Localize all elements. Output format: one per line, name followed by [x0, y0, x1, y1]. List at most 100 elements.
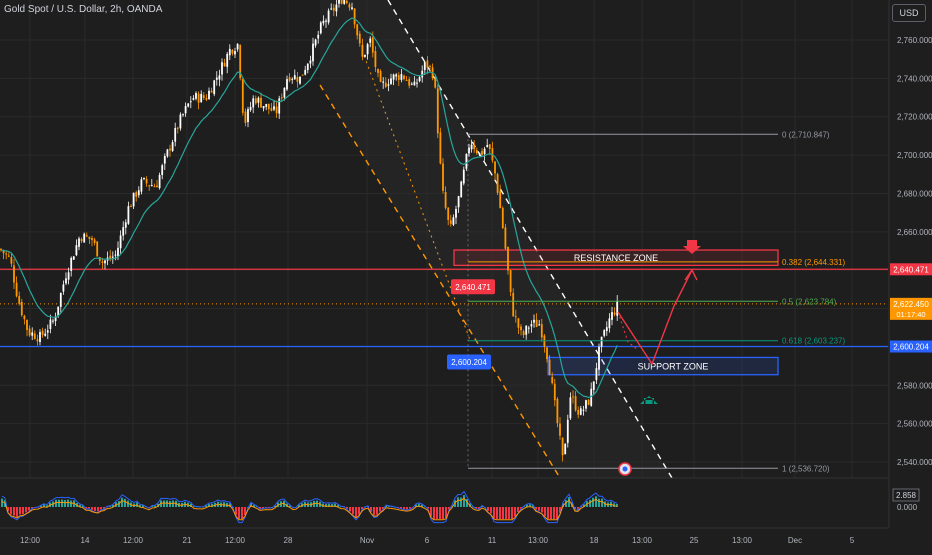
histogram-bar [361, 507, 363, 510]
candle-body [351, 7, 353, 10]
candle-body [262, 106, 265, 109]
candle-body [218, 75, 221, 80]
time-tick-label: 14 [81, 536, 90, 545]
candle-body [158, 174, 161, 189]
histogram-bar [400, 507, 402, 509]
histogram-bar [103, 507, 105, 509]
support-zone-label: SUPPORT ZONE [638, 362, 709, 372]
candle-body [23, 315, 26, 320]
candle-body [280, 97, 283, 99]
histogram-bar [22, 507, 24, 515]
histogram-bar [403, 507, 405, 509]
histogram-bar [64, 499, 66, 507]
histogram-bar [592, 497, 594, 507]
candle-body [239, 45, 242, 79]
up-arrow-icon [640, 396, 658, 404]
indicator-value-box [892, 488, 920, 502]
candle-body [564, 443, 567, 455]
candle-body [348, 4, 351, 8]
price-tick-label: 2,720.000 [897, 113, 932, 122]
time-tick-label: 12:00 [123, 536, 144, 545]
candle-body [265, 104, 268, 107]
currency-button[interactable]: USD [892, 4, 926, 22]
candle-body [387, 84, 390, 86]
candle-body [338, 0, 340, 4]
candle-body [481, 151, 483, 155]
histogram-bar [598, 498, 600, 507]
candle-body [7, 255, 10, 257]
support-line-axis-tag [890, 340, 932, 353]
candle-body [150, 185, 153, 187]
candle-body [514, 316, 517, 318]
support-price-tag [447, 354, 491, 370]
time-tick-label: Dec [788, 536, 802, 545]
fib-label-0.618: 0.618 (2,603.237) [782, 337, 845, 346]
histogram-bar [241, 507, 243, 519]
histogram-bar [253, 505, 255, 507]
candle-body [327, 10, 330, 23]
histogram-bar [127, 500, 129, 507]
histogram-bar [358, 507, 360, 515]
candle-body [475, 150, 478, 154]
projection-path [617, 269, 693, 366]
histogram-bar [406, 507, 408, 510]
histogram-bar [355, 507, 357, 517]
candle-body [340, 0, 343, 4]
histogram-bar [385, 505, 387, 507]
candle-body [122, 227, 125, 236]
histogram-bar [346, 507, 348, 509]
histogram-bar [565, 500, 567, 507]
up-arrow-stem [645, 400, 653, 404]
candle-body [468, 147, 470, 154]
candle-body [548, 359, 551, 376]
candle-body [405, 80, 408, 82]
candle-body [478, 152, 481, 155]
candle-body [31, 332, 34, 336]
candle-body [501, 208, 504, 228]
candle-body [101, 261, 104, 263]
histogram-bar [40, 505, 42, 507]
candle-body [200, 93, 203, 103]
histogram-bar [70, 500, 72, 507]
candle-body [595, 368, 598, 381]
histogram-bar [322, 503, 324, 507]
candle-body [197, 93, 200, 103]
time-tick-label: 28 [284, 536, 293, 545]
candle-body [145, 178, 148, 184]
candle-body [473, 144, 476, 150]
candle-body [231, 49, 234, 54]
candle-body [377, 68, 379, 73]
candle-body [257, 97, 260, 103]
histogram-bar [505, 507, 507, 519]
candle-body [109, 255, 112, 259]
histogram-bar [475, 507, 477, 509]
resistance-line-axis-text: 2,640.471 [893, 265, 929, 274]
candle-body [592, 381, 595, 390]
histogram-bar [124, 498, 126, 507]
candle-body [286, 79, 288, 90]
candle-body [278, 98, 281, 114]
candle-body [249, 107, 252, 111]
histogram-bar [1, 498, 3, 507]
candle-body [270, 108, 273, 111]
histogram-bar [466, 499, 468, 507]
candle-body [509, 270, 512, 292]
candle-body [517, 318, 520, 328]
event-flag-dot [622, 466, 628, 472]
candle-body [434, 77, 437, 88]
candle-body [369, 38, 372, 43]
candle-body [65, 278, 67, 284]
candle-body [244, 111, 247, 123]
candle-body [569, 397, 572, 419]
histogram-bar [85, 507, 87, 509]
candle-body [301, 74, 304, 76]
histogram-bar [25, 507, 27, 513]
candle-body [104, 260, 106, 264]
histogram-bar [538, 507, 540, 511]
candle-body [57, 306, 60, 316]
candle-body [444, 192, 447, 208]
time-tick-label: Nov [360, 536, 374, 545]
histogram-bar [142, 505, 144, 507]
